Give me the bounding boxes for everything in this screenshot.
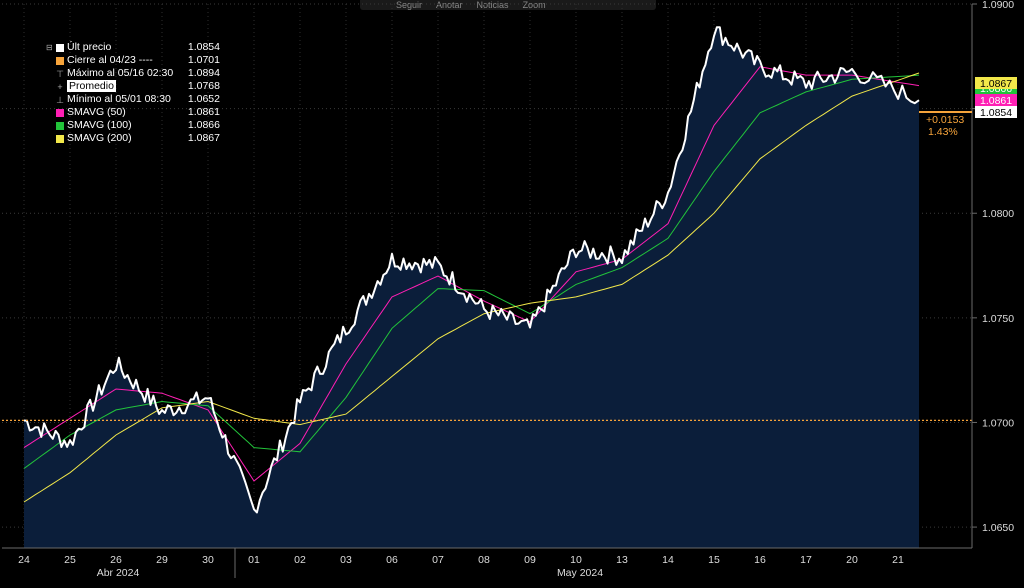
legend-label-low: Mínimo al 05/01 08:30	[67, 93, 171, 105]
x-tick-label-7: 03	[340, 554, 352, 566]
price-tag-bg-1	[975, 77, 1017, 89]
legend-label-average: Promedio	[67, 80, 116, 92]
toolbar-news-button[interactable]: Noticias	[476, 0, 509, 10]
legend-item-close[interactable]: Cierre al 04/23 ---- 1.0701	[46, 54, 220, 67]
legend-item-low[interactable]: ⊥ Mínimo al 05/01 08:30 1.0652	[46, 93, 220, 106]
legend-item-last-price[interactable]: ⊟ Últ precio 1.0854	[46, 41, 220, 54]
y-tick-label-5: 1.0900	[982, 0, 1014, 11]
legend-value-average: 1.0768	[187, 80, 220, 92]
x-tick-label-15: 15	[708, 554, 720, 566]
price-tag-1: 1.0867	[980, 78, 1012, 90]
x-tick-label-16: 16	[754, 554, 766, 566]
price-tag-bg-3	[975, 106, 1017, 118]
x-tick-label-4: 30	[202, 554, 214, 566]
x-tick-label-12: 10	[570, 554, 582, 566]
change-abs-label: +0.0153	[926, 114, 964, 126]
x-tick-label-0: 24	[18, 554, 30, 566]
legend-swatch-smavg-200	[56, 134, 64, 143]
price-line	[23, 26, 920, 514]
legend-swatch-last-price	[56, 43, 64, 52]
x-tick-label-18: 20	[846, 554, 858, 566]
legend-marker-high-icon: ⊤	[56, 68, 64, 79]
x-tick-label-3: 29	[156, 554, 168, 566]
legend-value-smavg-200: 1.0867	[187, 132, 220, 144]
x-tick-label-14: 14	[662, 554, 674, 566]
axes: 1.06501.07001.07501.08001.08501.09002425…	[2, 0, 1014, 579]
legend-marker-low-icon: ⊥	[56, 94, 64, 105]
toolbar-follow-button[interactable]: Seguir	[396, 0, 423, 10]
x-tick-label-8: 06	[386, 554, 398, 566]
legend-value-high: 1.0894	[187, 67, 220, 79]
legend-value-smavg-50: 1.0861	[187, 106, 220, 118]
price-tag-3: 1.0854	[980, 107, 1012, 119]
x-tick-label-1: 25	[64, 554, 76, 566]
price-tag-bg-2	[975, 94, 1017, 106]
legend-label-smavg-50: SMAVG (50)	[67, 106, 126, 118]
y-tick-label-0: 1.0650	[982, 522, 1014, 534]
legend-label-high: Máximo al 05/16 02:30	[67, 67, 174, 79]
legend-swatch-smavg-100	[56, 121, 64, 130]
legend-value-last-price: 1.0854	[187, 41, 220, 53]
toolbar-annotate-button[interactable]: Anotar	[436, 0, 463, 10]
x-tick-label-13: 13	[616, 554, 628, 566]
price-tag-2: 1.0861	[980, 95, 1012, 107]
x-tick-label-19: 21	[892, 554, 904, 566]
legend-label-close: Cierre al 04/23 ----	[67, 54, 153, 66]
smavg-100-line	[23, 74, 920, 469]
x-tick-label-17: 17	[800, 554, 812, 566]
legend-label-last-price: Últ precio	[67, 41, 112, 53]
legend-collapse-icon[interactable]: ⊟	[46, 43, 53, 52]
change-pct-label: 1.43%	[928, 126, 958, 138]
legend-item-average[interactable]: + Promedio 1.0768	[46, 80, 220, 93]
x-tick-label-6: 02	[294, 554, 306, 566]
legend-item-smavg-200[interactable]: SMAVG (200) 1.0867	[46, 132, 220, 145]
month-label-0: Abr 2024	[97, 567, 140, 579]
legend-label-smavg-200: SMAVG (200)	[67, 132, 132, 144]
series-lines	[23, 26, 920, 514]
month-label-1: May 2024	[557, 567, 603, 579]
price-area-fill	[24, 27, 919, 548]
toolbar-zoom-button[interactable]: Zoom	[522, 0, 546, 10]
legend-value-low: 1.0652	[187, 93, 220, 105]
legend-item-high[interactable]: ⊤ Máximo al 05/16 02:30 1.0894	[46, 67, 220, 80]
y-tick-label-3: 1.0800	[982, 208, 1014, 220]
x-tick-label-2: 26	[110, 554, 122, 566]
legend-value-smavg-100: 1.0866	[187, 119, 220, 131]
legend-marker-average-icon: +	[57, 81, 63, 92]
x-tick-label-5: 01	[248, 554, 260, 566]
legend-item-smavg-100[interactable]: SMAVG (100) 1.0866	[46, 119, 220, 132]
price-area	[24, 27, 919, 548]
x-tick-label-10: 08	[478, 554, 490, 566]
legend: ⊟ Últ precio 1.0854 Cierre al 04/23 ----…	[46, 41, 220, 145]
x-tick-label-11: 09	[524, 554, 536, 566]
legend-item-smavg-50[interactable]: SMAVG (50) 1.0861	[46, 106, 220, 119]
y-tick-label-1: 1.0700	[982, 417, 1014, 429]
legend-label-smavg-100: SMAVG (100)	[67, 119, 132, 131]
legend-value-close: 1.0701	[187, 54, 220, 66]
y-tick-label-2: 1.0750	[982, 313, 1014, 325]
legend-swatch-smavg-50	[56, 108, 64, 117]
toolbar: Seguir Anotar Noticias Zoom	[360, 0, 656, 10]
smavg-50-line	[23, 66, 920, 482]
legend-swatch-close	[56, 56, 64, 65]
x-tick-label-9: 07	[432, 554, 444, 566]
